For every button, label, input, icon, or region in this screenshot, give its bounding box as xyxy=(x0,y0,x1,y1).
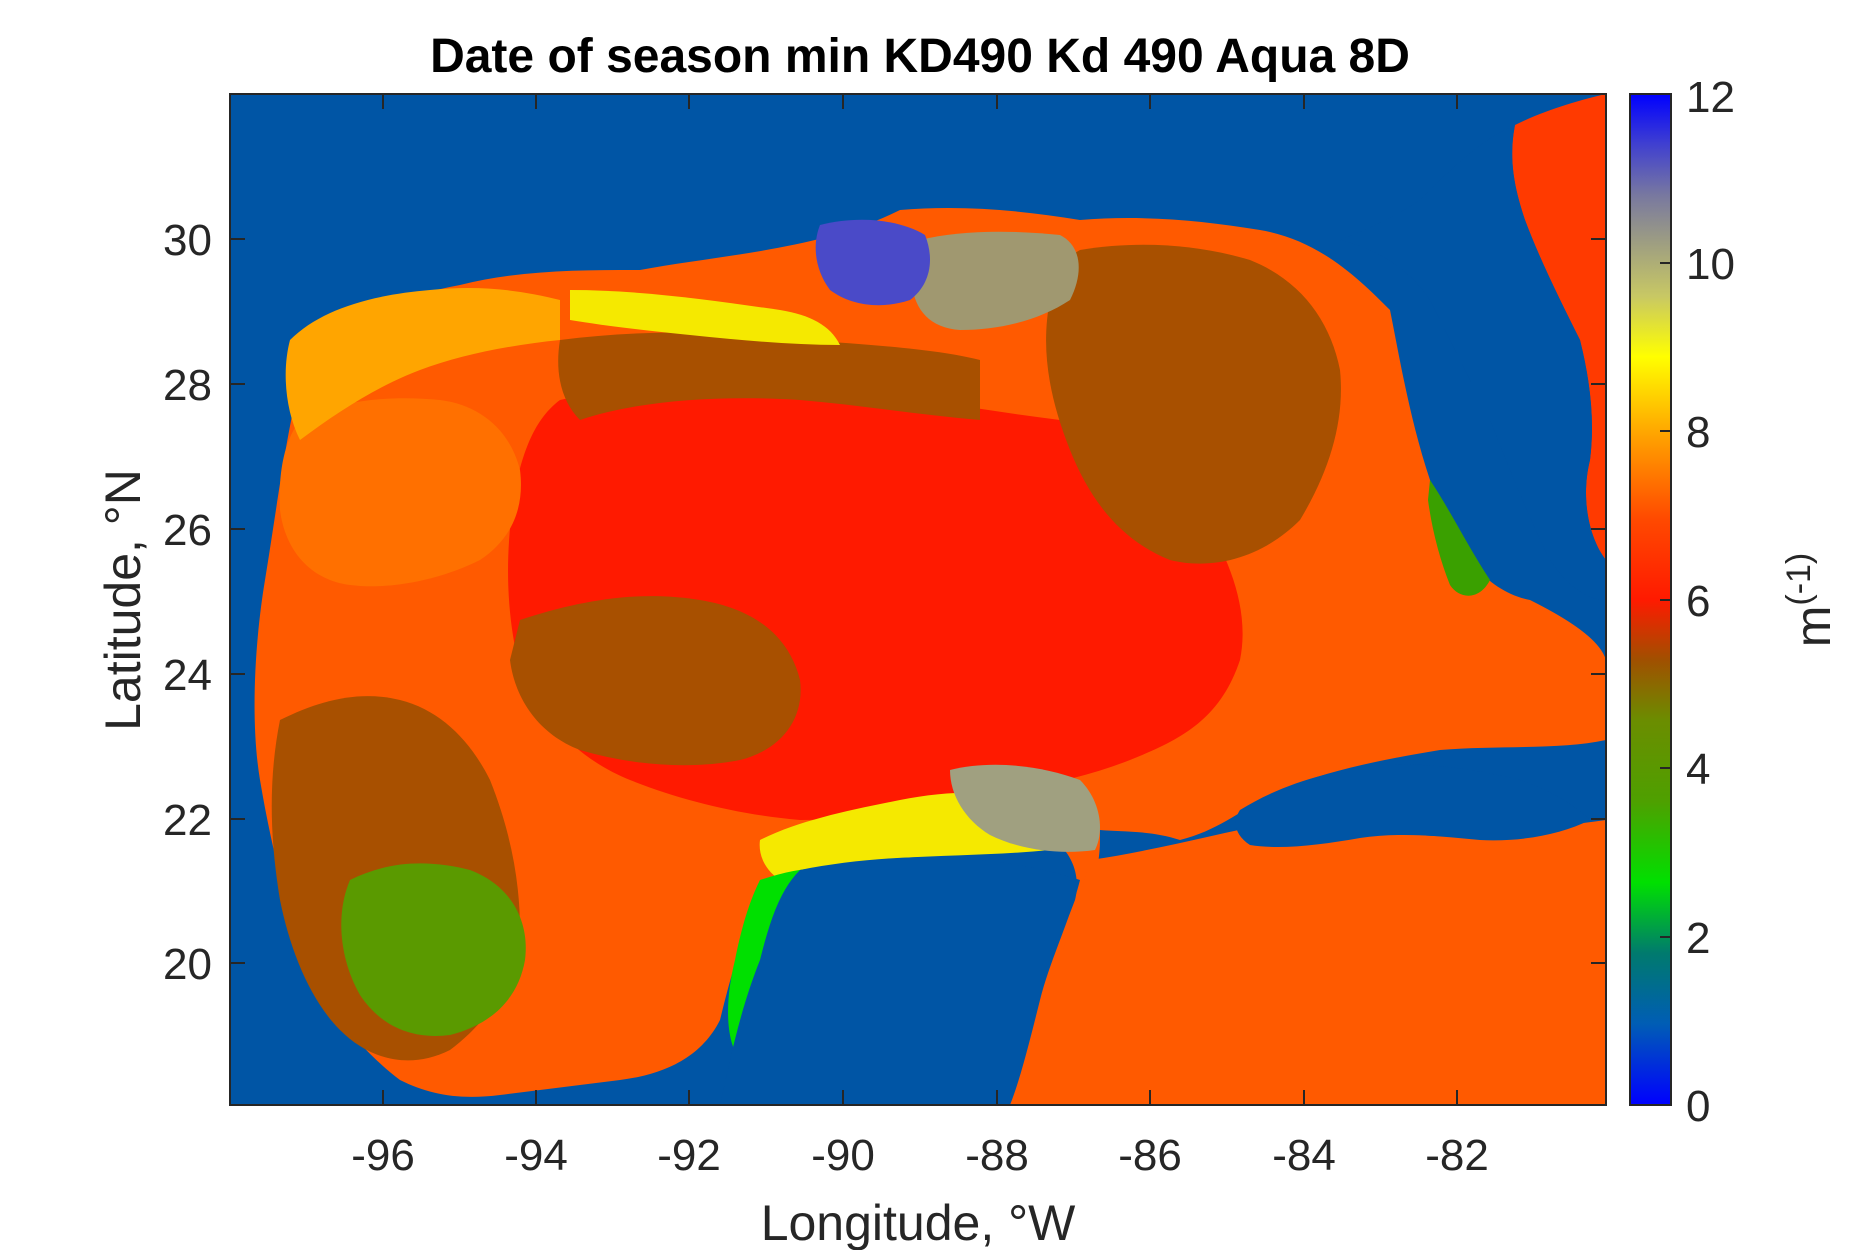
x-tick-label: -88 xyxy=(965,1131,1029,1180)
colorbar-tick-12: 12 xyxy=(1660,73,1735,122)
region-olive-southwest xyxy=(341,863,526,1036)
florida-land xyxy=(1340,125,1606,600)
colorbar-tick-label: 4 xyxy=(1686,745,1710,794)
region-yellow-north xyxy=(570,290,840,345)
y-tick-24: 24 xyxy=(163,651,1606,700)
colorbar-tick-6: 6 xyxy=(1660,577,1710,626)
atlantic-water xyxy=(1512,94,1606,560)
x-tick-minus96: -96 xyxy=(351,94,415,1180)
colorbar: 0 2 4 6 8 10 12 m(-1) xyxy=(1629,73,1841,1131)
region-brown-northeast xyxy=(1046,244,1341,564)
y-axis: 20 22 24 26 28 30 xyxy=(163,216,1606,989)
colorbar-tick-label: 10 xyxy=(1686,240,1735,289)
bay-of-campeche-land xyxy=(720,857,1080,1105)
y-tick-label: 28 xyxy=(163,361,212,410)
y-tick-28: 28 xyxy=(163,361,1606,410)
colorbar-label-base: m xyxy=(1785,606,1841,648)
y-tick-30: 30 xyxy=(163,216,1606,265)
colorbar-tick-4: 4 xyxy=(1660,745,1710,794)
y-tick-label: 22 xyxy=(163,796,212,845)
x-tick-minus94: -94 xyxy=(504,94,568,1180)
x-tick-minus82: -82 xyxy=(1425,94,1489,1180)
y-axis-label: Latitude, °N xyxy=(95,469,151,731)
caribbean-water xyxy=(1010,818,1606,1105)
y-tick-26: 26 xyxy=(163,506,1606,555)
chart-title: Date of season min KD490 Kd 490 Aqua 8D xyxy=(430,30,1410,83)
region-green-florida xyxy=(1428,480,1490,596)
map-layers xyxy=(230,94,1606,1105)
x-tick-minus86: -86 xyxy=(1118,94,1182,1180)
colorbar-tick-10: 10 xyxy=(1660,240,1735,289)
region-orange-west xyxy=(279,398,521,587)
region-gray-delta xyxy=(911,231,1079,330)
colorbar-tick-8: 8 xyxy=(1660,408,1710,457)
colorbar-label-exp: (-1) xyxy=(1780,553,1818,606)
x-axis: -96 -94 -92 -90 -88 -86 xyxy=(351,94,1489,1180)
y-tick-20: 20 xyxy=(163,940,1606,989)
x-tick-minus90: -90 xyxy=(811,94,875,1180)
region-blue-coast xyxy=(815,219,930,306)
y-tick-label: 30 xyxy=(163,216,212,265)
colorbar-tick-label: 8 xyxy=(1686,408,1710,457)
x-tick-minus84: -84 xyxy=(1272,94,1336,1180)
cuba-land xyxy=(1235,764,1590,848)
region-yucatan-gray xyxy=(950,764,1100,852)
y-tick-label: 24 xyxy=(163,651,212,700)
x-tick-label: -94 xyxy=(504,1131,568,1180)
x-tick-label: -84 xyxy=(1272,1131,1336,1180)
region-brown-north xyxy=(558,332,980,420)
region-lightorange-west xyxy=(285,288,560,440)
colorbar-tick-0: 0 xyxy=(1660,1082,1710,1131)
y-tick-label: 26 xyxy=(163,506,212,555)
x-tick-label: -90 xyxy=(811,1131,875,1180)
x-tick-minus92: -92 xyxy=(657,94,721,1180)
x-axis-label: Longitude, °W xyxy=(761,1195,1076,1250)
colorbar-tick-label: 2 xyxy=(1686,914,1710,963)
colorbar-tick-label: 12 xyxy=(1686,73,1735,122)
colorbar-tick-label: 0 xyxy=(1686,1082,1710,1131)
region-brown-central xyxy=(510,596,801,766)
x-tick-label: -92 xyxy=(657,1131,721,1180)
y-tick-label: 20 xyxy=(163,940,212,989)
x-tick-label: -86 xyxy=(1118,1131,1182,1180)
x-tick-label: -96 xyxy=(351,1131,415,1180)
x-tick-minus88: -88 xyxy=(965,94,1029,1180)
y-tick-22: 22 xyxy=(163,796,1606,845)
colorbar-tick-label: 6 xyxy=(1686,577,1710,626)
x-tick-label: -82 xyxy=(1425,1131,1489,1180)
axes-box xyxy=(229,93,1607,1106)
colorbar-label: m(-1) xyxy=(1780,553,1841,648)
colorbar-tick-2: 2 xyxy=(1660,914,1710,963)
